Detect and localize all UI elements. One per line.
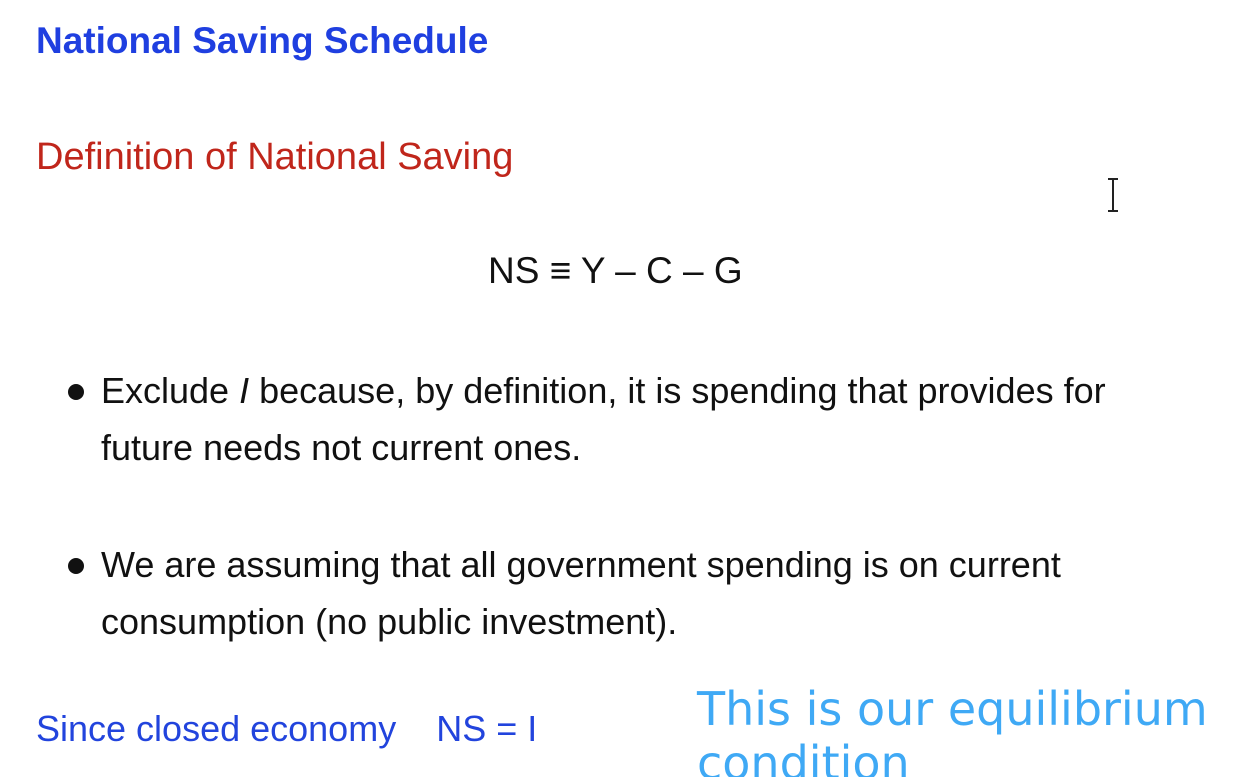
closed-economy-note: Since closed economy NS = I <box>36 708 537 750</box>
bullet-text-post: because, by definition, it is spending t… <box>101 370 1106 468</box>
handwritten-annotation: This is our equilibrium condition <box>697 682 1208 777</box>
equilibrium-equation: NS = I <box>436 708 538 749</box>
bullet-text-italic: I <box>239 370 250 411</box>
bullet-text: We are assuming that all government spen… <box>101 544 1061 642</box>
bullet-dot-icon <box>68 384 84 400</box>
bullet-government-spending: We are assuming that all government spen… <box>66 536 1166 650</box>
slide-title: National Saving Schedule <box>36 20 489 61</box>
national-saving-equation: NS ≡ Y – C – G <box>488 250 743 291</box>
closed-economy-text: Since closed economy <box>36 708 397 749</box>
bullet-exclude-investment: Exclude I because, by definition, it is … <box>66 362 1166 476</box>
section-heading: Definition of National Saving <box>36 136 514 178</box>
bullet-dot-icon <box>68 558 84 574</box>
bullet-text-pre: Exclude <box>101 370 240 411</box>
bullet-list: Exclude I because, by definition, it is … <box>66 362 1166 710</box>
text-cursor-icon <box>1108 178 1118 212</box>
